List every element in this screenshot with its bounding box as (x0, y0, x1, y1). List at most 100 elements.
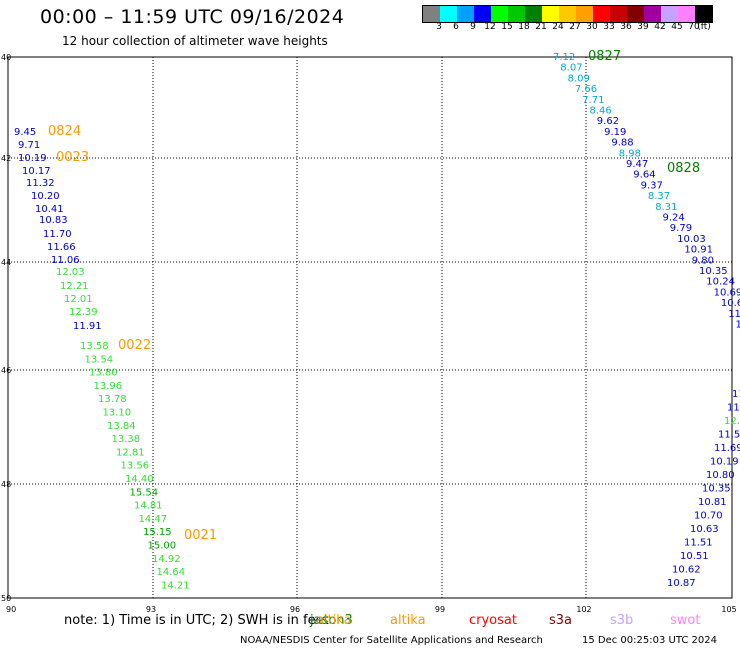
wave-height-value: 8.09 (568, 73, 590, 84)
color-legend-ticks: 3 6 9 12 15 18 21 24 27 30 33 36 39 42 45 70 (ft) (422, 22, 740, 34)
lat-label: 48 (1, 480, 11, 489)
legend-tick-label: 21 (535, 22, 547, 32)
legend-swatch (440, 6, 457, 22)
wave-height-value: 14.40 (125, 474, 154, 485)
wave-height-value: 10.69 (714, 287, 740, 298)
wave-height-value: 9.24 (663, 213, 685, 224)
wave-height-value: 14.81 (134, 501, 163, 512)
legend-tick-label: 24 (552, 22, 564, 32)
legend-swatch (491, 6, 508, 22)
wave-height-value: 10.9 (736, 320, 740, 331)
wave-height-value: 13.96 (94, 381, 123, 392)
lat-label: 40 (1, 53, 11, 62)
wave-height-value: 10.81 (698, 497, 727, 508)
wave-height-value: 9.47 (626, 159, 648, 170)
legend-swatch (474, 6, 491, 22)
wave-height-value: 10.19 (18, 153, 47, 164)
plot-frame (7, 56, 733, 599)
sat-label-s3a: s3a (549, 613, 573, 628)
wave-height-value: 8.31 (655, 202, 677, 213)
wave-height-value: 13.84 (107, 421, 136, 432)
wave-height-value: 9.37 (641, 180, 663, 191)
lat-label: 46 (1, 366, 11, 375)
legend-swatch (593, 6, 610, 22)
wave-height-value: 12. (724, 416, 740, 427)
wave-height-value: 10.70 (694, 511, 723, 522)
lon-label: 102 (576, 605, 591, 614)
wave-height-value: 15.15 (143, 527, 172, 538)
wave-height-value: 7.71 (582, 95, 604, 106)
lon-label: 105 (721, 605, 736, 614)
legend-swatch (661, 6, 678, 22)
wave-height-value: 11.70 (43, 229, 72, 240)
timestamp-text: 15 Dec 00:25:03 UTC 2024 (582, 635, 717, 646)
legend-tick-label: 18 (518, 22, 530, 32)
wave-height-value: 12.39 (69, 307, 98, 318)
sat-label-jason3: jason3 (310, 613, 353, 628)
pass-time-label: 0828 (667, 161, 700, 176)
wave-height-value: 10.51 (680, 551, 709, 562)
wave-height-value: 10.20 (31, 191, 60, 202)
wave-height-value: 11.69 (714, 443, 740, 454)
wave-height-value: 10.80 (706, 470, 735, 481)
wave-height-value: 10.63 (690, 524, 719, 535)
wave-height-value: 11.66 (47, 242, 76, 253)
wave-height-value: 10.87 (667, 578, 696, 589)
wave-height-value: 13.80 (89, 368, 118, 379)
wave-height-value: 11 (732, 389, 740, 400)
wave-height-value: 12.81 (116, 447, 145, 458)
legend-tick-label: 42 (654, 22, 666, 32)
wave-height-value: 13.58 (80, 341, 109, 352)
wave-height-value: 10.41 (35, 204, 64, 215)
wave-height-value: 7.12 (553, 52, 575, 63)
wave-height-value: 9.79 (670, 223, 692, 234)
lon-label: 90 (6, 605, 16, 614)
wave-height-value: 9.71 (18, 140, 40, 151)
wave-height-value: 13.56 (121, 461, 150, 472)
legend-swatch (610, 6, 627, 22)
wave-height-value: 13.10 (103, 408, 132, 419)
legend-swatch (542, 6, 559, 22)
pass-time-label: 0021 (184, 528, 217, 543)
wave-height-value: 9.88 (611, 138, 633, 149)
wave-height-value: 8.37 (648, 191, 670, 202)
legend-swatch (559, 6, 576, 22)
wave-height-value: 10.24 (706, 277, 735, 288)
units-note: note: 1) Time is in UTC; 2) SWH is in fe… (64, 613, 329, 628)
color-legend (422, 5, 713, 23)
pass-time-label: 0022 (118, 338, 151, 353)
wave-height-value: 10.67 (721, 298, 740, 309)
legend-swatch (508, 6, 525, 22)
legend-tick-label: 39 (637, 22, 649, 32)
wave-height-value: 15.54 (130, 487, 159, 498)
wave-height-value: 12.01 (64, 294, 93, 305)
sat-label-altika: altika (390, 613, 426, 628)
sat-label-overlap: altika (316, 613, 352, 628)
wave-height-value: 12.03 (56, 267, 85, 278)
lat-label: 44 (1, 258, 11, 267)
wave-height-value: 8.98 (619, 148, 641, 159)
wave-height-value: 13.38 (112, 434, 141, 445)
wave-height-value: 8.46 (590, 106, 612, 117)
legend-swatch (678, 6, 695, 22)
wave-height-value: 13.78 (98, 394, 127, 405)
legend-swatch (644, 6, 661, 22)
legend-swatch (576, 6, 593, 22)
pass-time-label: 0827 (588, 49, 621, 64)
wave-height-value: 9.62 (597, 116, 619, 127)
legend-swatch (627, 6, 644, 22)
lon-label: 99 (435, 605, 445, 614)
wave-height-value: 11 (727, 403, 740, 414)
legend-swatch (457, 6, 474, 22)
page-title: 00:00 – 11:59 UTC 09/16/2024 (40, 6, 345, 28)
wave-height-value: 13.54 (85, 354, 114, 365)
wave-height-value: 11.51 (684, 538, 713, 549)
sat-label-swot: swot (670, 613, 701, 628)
legend-tick-label: 70 (688, 22, 700, 32)
lat-label: 50 (1, 594, 11, 603)
wave-height-value: 11.06 (51, 255, 80, 266)
sat-label-cryosat: cryosat (469, 613, 517, 628)
legend-tick-label: 27 (569, 22, 581, 32)
wave-height-value: 14.92 (152, 554, 181, 565)
wave-height-value: 9.45 (14, 127, 36, 138)
